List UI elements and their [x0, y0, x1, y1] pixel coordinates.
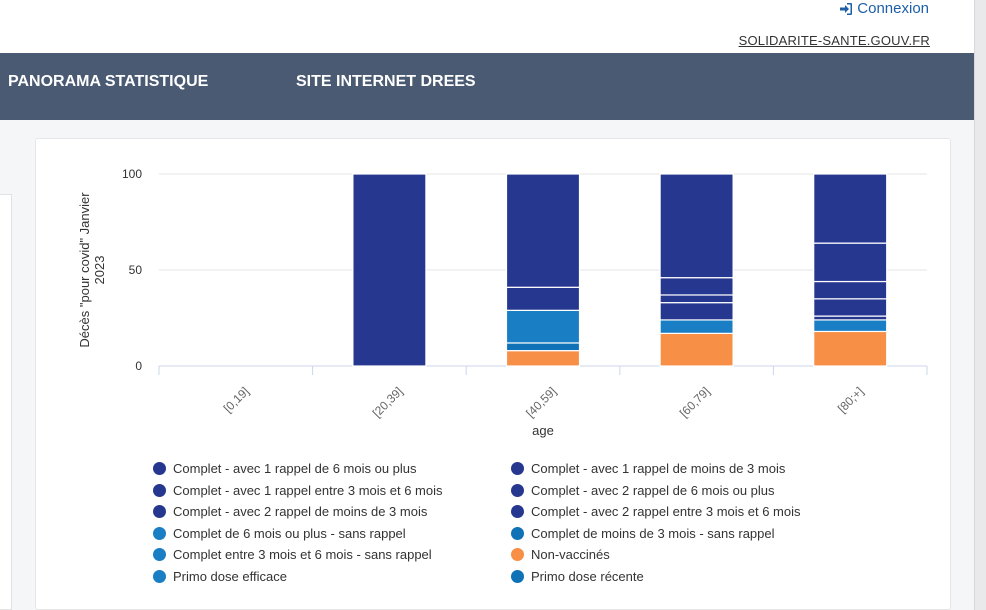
- legend-label: Complet - avec 2 rappel de 6 mois ou plu…: [531, 482, 775, 498]
- x-tick-label: [20,39]: [370, 384, 406, 420]
- x-axis-label: age: [532, 423, 554, 438]
- legend-item[interactable]: Primo dose efficace: [153, 569, 287, 584]
- legend-item[interactable]: Complet - avec 2 rappel entre 3 mois et …: [511, 504, 801, 519]
- x-tick-label: [0,19]: [221, 384, 252, 415]
- legend-item[interactable]: Complet - avec 2 rappel de moins de 3 mo…: [153, 504, 427, 519]
- page-scrollbar[interactable]: [974, 0, 986, 610]
- main-nav: PANORAMA STATISTIQUE SITE INTERNET DREES: [0, 53, 974, 120]
- legend-marker: [153, 483, 166, 497]
- bar-segment: [813, 330, 888, 367]
- bar-segment: [505, 350, 581, 367]
- legend-marker: [511, 483, 524, 497]
- legend-label: Complet - avec 1 rappel entre 3 mois et …: [173, 482, 443, 498]
- legend-label: Primo dose efficace: [173, 568, 287, 584]
- left-panel: [0, 194, 12, 610]
- bar-segment: [813, 173, 888, 244]
- legend-item[interactable]: Complet - avec 2 rappel de 6 mois ou plu…: [511, 483, 775, 498]
- nav-item-panorama[interactable]: PANORAMA STATISTIQUE: [8, 73, 209, 90]
- legend-label: Non-vaccinés: [531, 547, 610, 562]
- x-tick-label: [60,79]: [677, 384, 713, 420]
- top-bar: Connexion SOLIDARITE-SANTE.GOUV.FR: [0, 0, 974, 53]
- legend-item[interactable]: Complet - avec 1 rappel de 6 mois ou plu…: [153, 461, 417, 476]
- sign-in-icon: [839, 2, 853, 16]
- bar-segment: [505, 309, 581, 344]
- legend-marker: [153, 505, 166, 518]
- legend-marker: [511, 548, 524, 561]
- bar-segment: [505, 342, 581, 352]
- legend-label: Complet - avec 1 rappel de moins de 3 mo…: [531, 461, 786, 476]
- legend-marker: [511, 505, 524, 518]
- legend-marker: [153, 462, 166, 475]
- bar-segment: [659, 302, 734, 321]
- legend-label: Complet de moins de 3 mois - sans rappel: [531, 525, 775, 541]
- bar-segment: [813, 298, 888, 317]
- bar-segment: [505, 173, 581, 288]
- bar-segment: [659, 173, 734, 279]
- legend-marker: [511, 462, 524, 475]
- legend-item[interactable]: Non-vaccinés: [511, 547, 610, 562]
- legend-item[interactable]: Complet - avec 1 rappel de moins de 3 mo…: [511, 461, 785, 476]
- bar-segment: [813, 280, 888, 300]
- x-tick-label: [40,59]: [523, 384, 559, 420]
- y-axis-label: Décès "pour covid" Janvier2023: [77, 192, 107, 348]
- bar-segment: [813, 319, 888, 333]
- y-tick-label: 100: [122, 167, 142, 181]
- bar-segment: [659, 319, 734, 334]
- legend-label: Complet entre 3 mois et 6 mois - sans ra…: [173, 547, 432, 562]
- legend-marker: [511, 526, 524, 540]
- legend-marker: [153, 526, 166, 540]
- bar-segment: [659, 277, 734, 296]
- legend-item[interactable]: Primo dose récente: [511, 569, 644, 584]
- legend-item[interactable]: Complet entre 3 mois et 6 mois - sans ra…: [153, 547, 432, 562]
- bar-segment: [659, 332, 734, 367]
- bar-segment: [813, 242, 888, 283]
- y-tick-label: 50: [129, 263, 143, 277]
- legend-marker: [511, 569, 524, 583]
- legend-item[interactable]: Complet de 6 mois ou plus - sans rappel: [153, 526, 406, 541]
- nav-item-drees[interactable]: SITE INTERNET DREES: [296, 73, 476, 90]
- legend-label: Primo dose récente: [531, 568, 644, 584]
- bar-segment: [352, 173, 427, 367]
- legend-item[interactable]: Complet - avec 1 rappel entre 3 mois et …: [153, 483, 443, 498]
- site-link[interactable]: SOLIDARITE-SANTE.GOUV.FR: [738, 33, 930, 48]
- legend-item[interactable]: Complet de moins de 3 mois - sans rappel: [511, 526, 775, 541]
- login-label: Connexion: [857, 0, 929, 17]
- legend-label: Complet - avec 2 rappel de moins de 3 mo…: [173, 504, 428, 519]
- x-tick-label: [80;+]: [835, 384, 866, 415]
- legend-label: Complet de 6 mois ou plus - sans rappel: [173, 525, 406, 541]
- legend-marker: [153, 569, 166, 583]
- bar-segment: [659, 294, 734, 304]
- bar-segment: [505, 286, 581, 311]
- legend-marker: [153, 548, 166, 561]
- legend-label: Complet - avec 1 rappel de 6 mois ou plu…: [173, 461, 417, 476]
- login-link[interactable]: Connexion: [839, 0, 929, 17]
- stacked-bar-chart: 0 50 100 Décès "pour covid" Janvier2023 [0,1…: [77, 167, 928, 438]
- chart-card: 0 50 100 Décès "pour covid" Janvier2023 [0,1…: [35, 138, 951, 610]
- legend-label: Complet - avec 2 rappel entre 3 mois et …: [531, 504, 801, 519]
- y-tick-label: 0: [135, 359, 142, 373]
